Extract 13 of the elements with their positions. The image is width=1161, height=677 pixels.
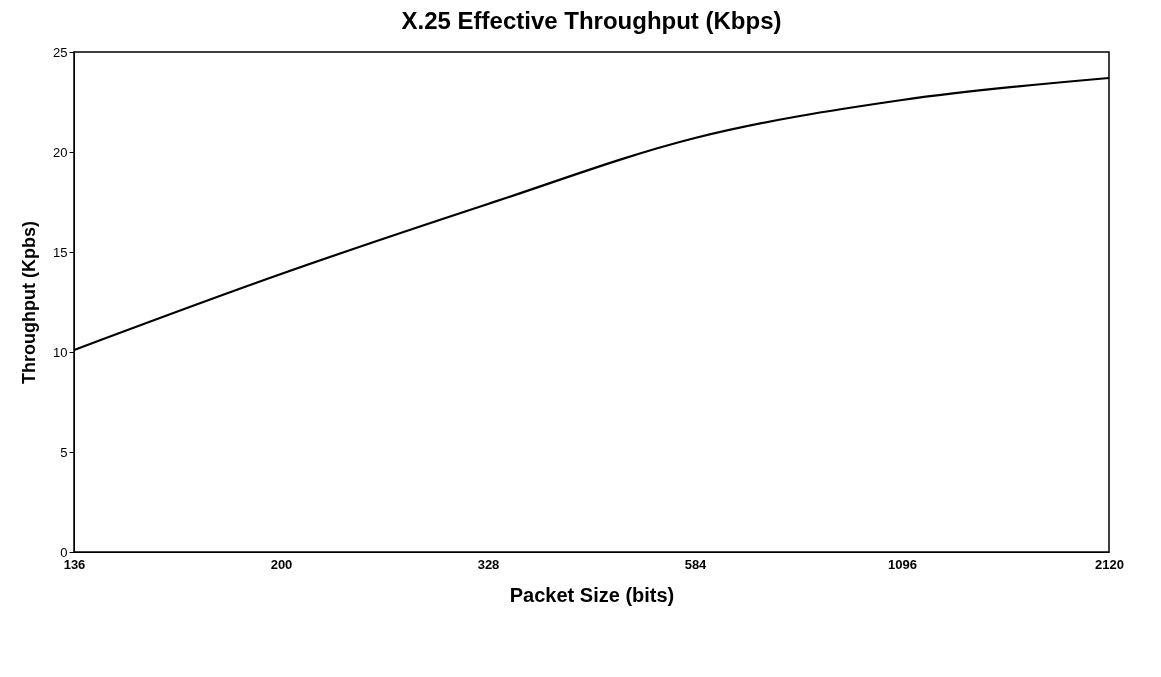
y-tick-label: 25 — [53, 44, 68, 60]
x-tick-label: 1096 — [888, 556, 917, 572]
x-tick-label: 2120 — [1095, 556, 1124, 572]
y-tick-label: 5 — [60, 444, 68, 460]
y-tick-label: 20 — [53, 144, 68, 160]
y-tick-label: 15 — [53, 244, 68, 260]
x-axis-title: Packet Size (bits) — [509, 583, 675, 606]
chart-title: X.25 Effective Throughput (Kbps) — [401, 7, 782, 34]
y-tick-label: 10 — [53, 344, 68, 360]
x-tick-label: 328 — [477, 556, 500, 572]
x-tick-label: 200 — [270, 556, 293, 572]
y-axis-title: Throughput (Kpbs) — [19, 221, 40, 384]
x-tick-label: 584 — [684, 556, 708, 572]
